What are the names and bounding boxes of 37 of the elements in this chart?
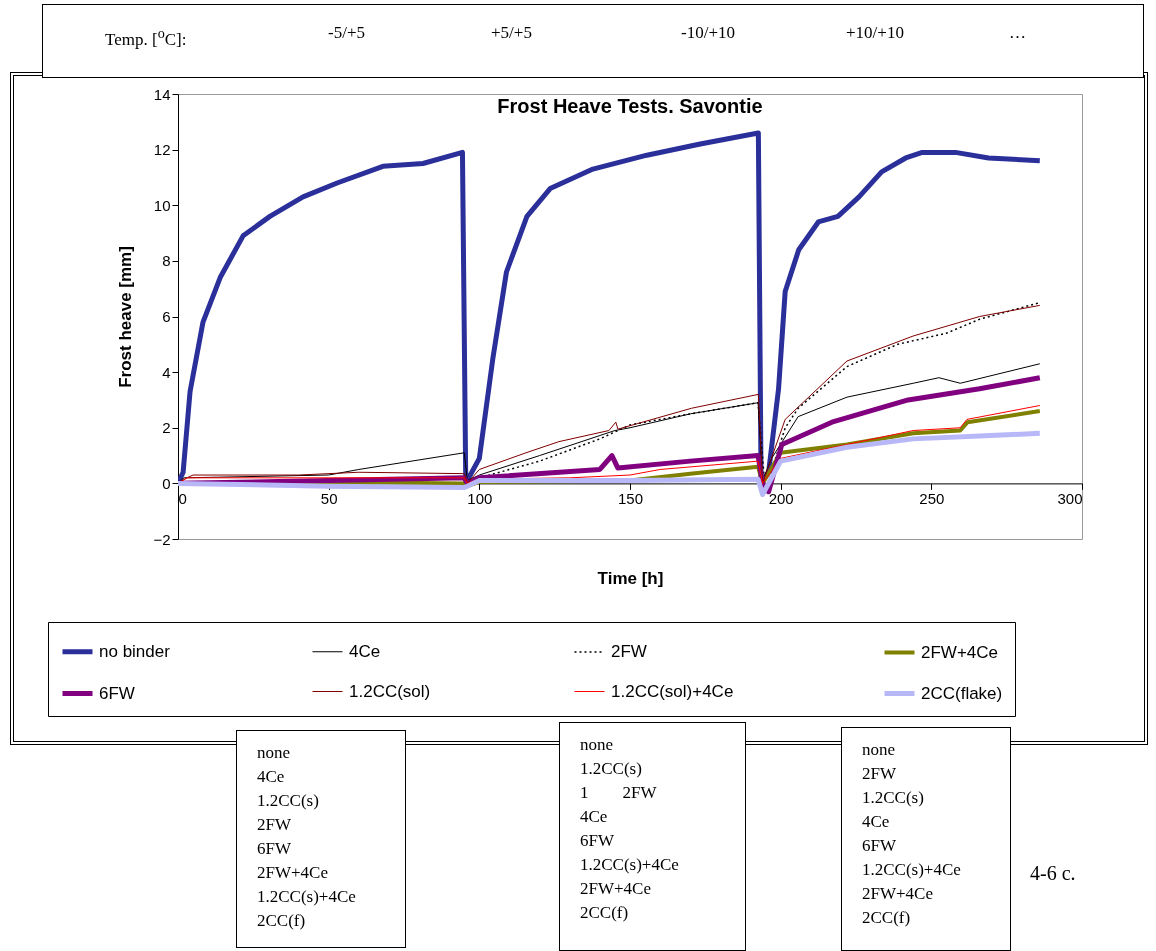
y-tick-label: 4 (162, 363, 171, 381)
legend-label: 4Ce (349, 641, 381, 661)
text: -5/+5 (328, 22, 365, 44)
legend-label: 2CC(flake) (921, 683, 1003, 703)
text: +5/+5 (491, 22, 532, 44)
text: none 1.2CC(s) 1 2FW 4Ce 6FW 1.2CC(s)+4Ce 2FW+4Ce 2CC(f) (559, 722, 746, 951)
text: none 4Ce 1.2CC(s) 2FW 6FW 2FW+4Ce 1.2CC(s)+4Ce 2CC(f) (236, 730, 406, 948)
x-tick-label: 250 (919, 489, 945, 507)
y-tick-label: −2 (153, 530, 171, 548)
y-tick-label: 6 (162, 308, 171, 325)
y-tick-label: 0 (162, 474, 171, 492)
y-tick-label: 8 (162, 252, 171, 270)
text: none 2FW 1.2CC(s) 4Ce 6FW 1.2CC(s)+4Ce 2FW+4Ce 2CC(f) (841, 727, 1011, 951)
legend-label: 2FW+4Ce (921, 642, 998, 662)
y-tick-label: 12 (153, 141, 171, 159)
text: -10/+10 (681, 22, 735, 44)
legend-label: 1.2CC(sol) (349, 681, 431, 701)
chart-title: Frost Heave Tests. Savontie (497, 95, 763, 117)
legend-label: 2FW (611, 642, 647, 661)
x-tick-label: 300 (1057, 489, 1083, 507)
x-tick-label: 150 (617, 489, 644, 507)
text: Temp. [$^{o}$C]: (105, 24, 187, 51)
y-axis-title: Frost heave [mm] (116, 246, 136, 388)
y-tick-label: 2 (162, 419, 171, 437)
legend-label: no binder (99, 641, 171, 661)
legend-label: 1.2CC(sol)+4Ce (611, 681, 734, 701)
x-tick-label: 50 (320, 489, 338, 507)
x-tick-label: 100 (467, 489, 493, 507)
x-tick-label: 200 (768, 489, 794, 507)
text: +10/+10 (846, 22, 904, 44)
legend-label: 6FW (99, 683, 135, 703)
text: … (1009, 22, 1026, 44)
x-tick-label: 0 (178, 489, 187, 507)
y-tick-label: 10 (153, 196, 171, 214)
y-tick-label: 14 (153, 85, 171, 103)
x-axis-title: Time [h] (597, 568, 664, 588)
text: 4-6 c. (1030, 862, 1076, 885)
